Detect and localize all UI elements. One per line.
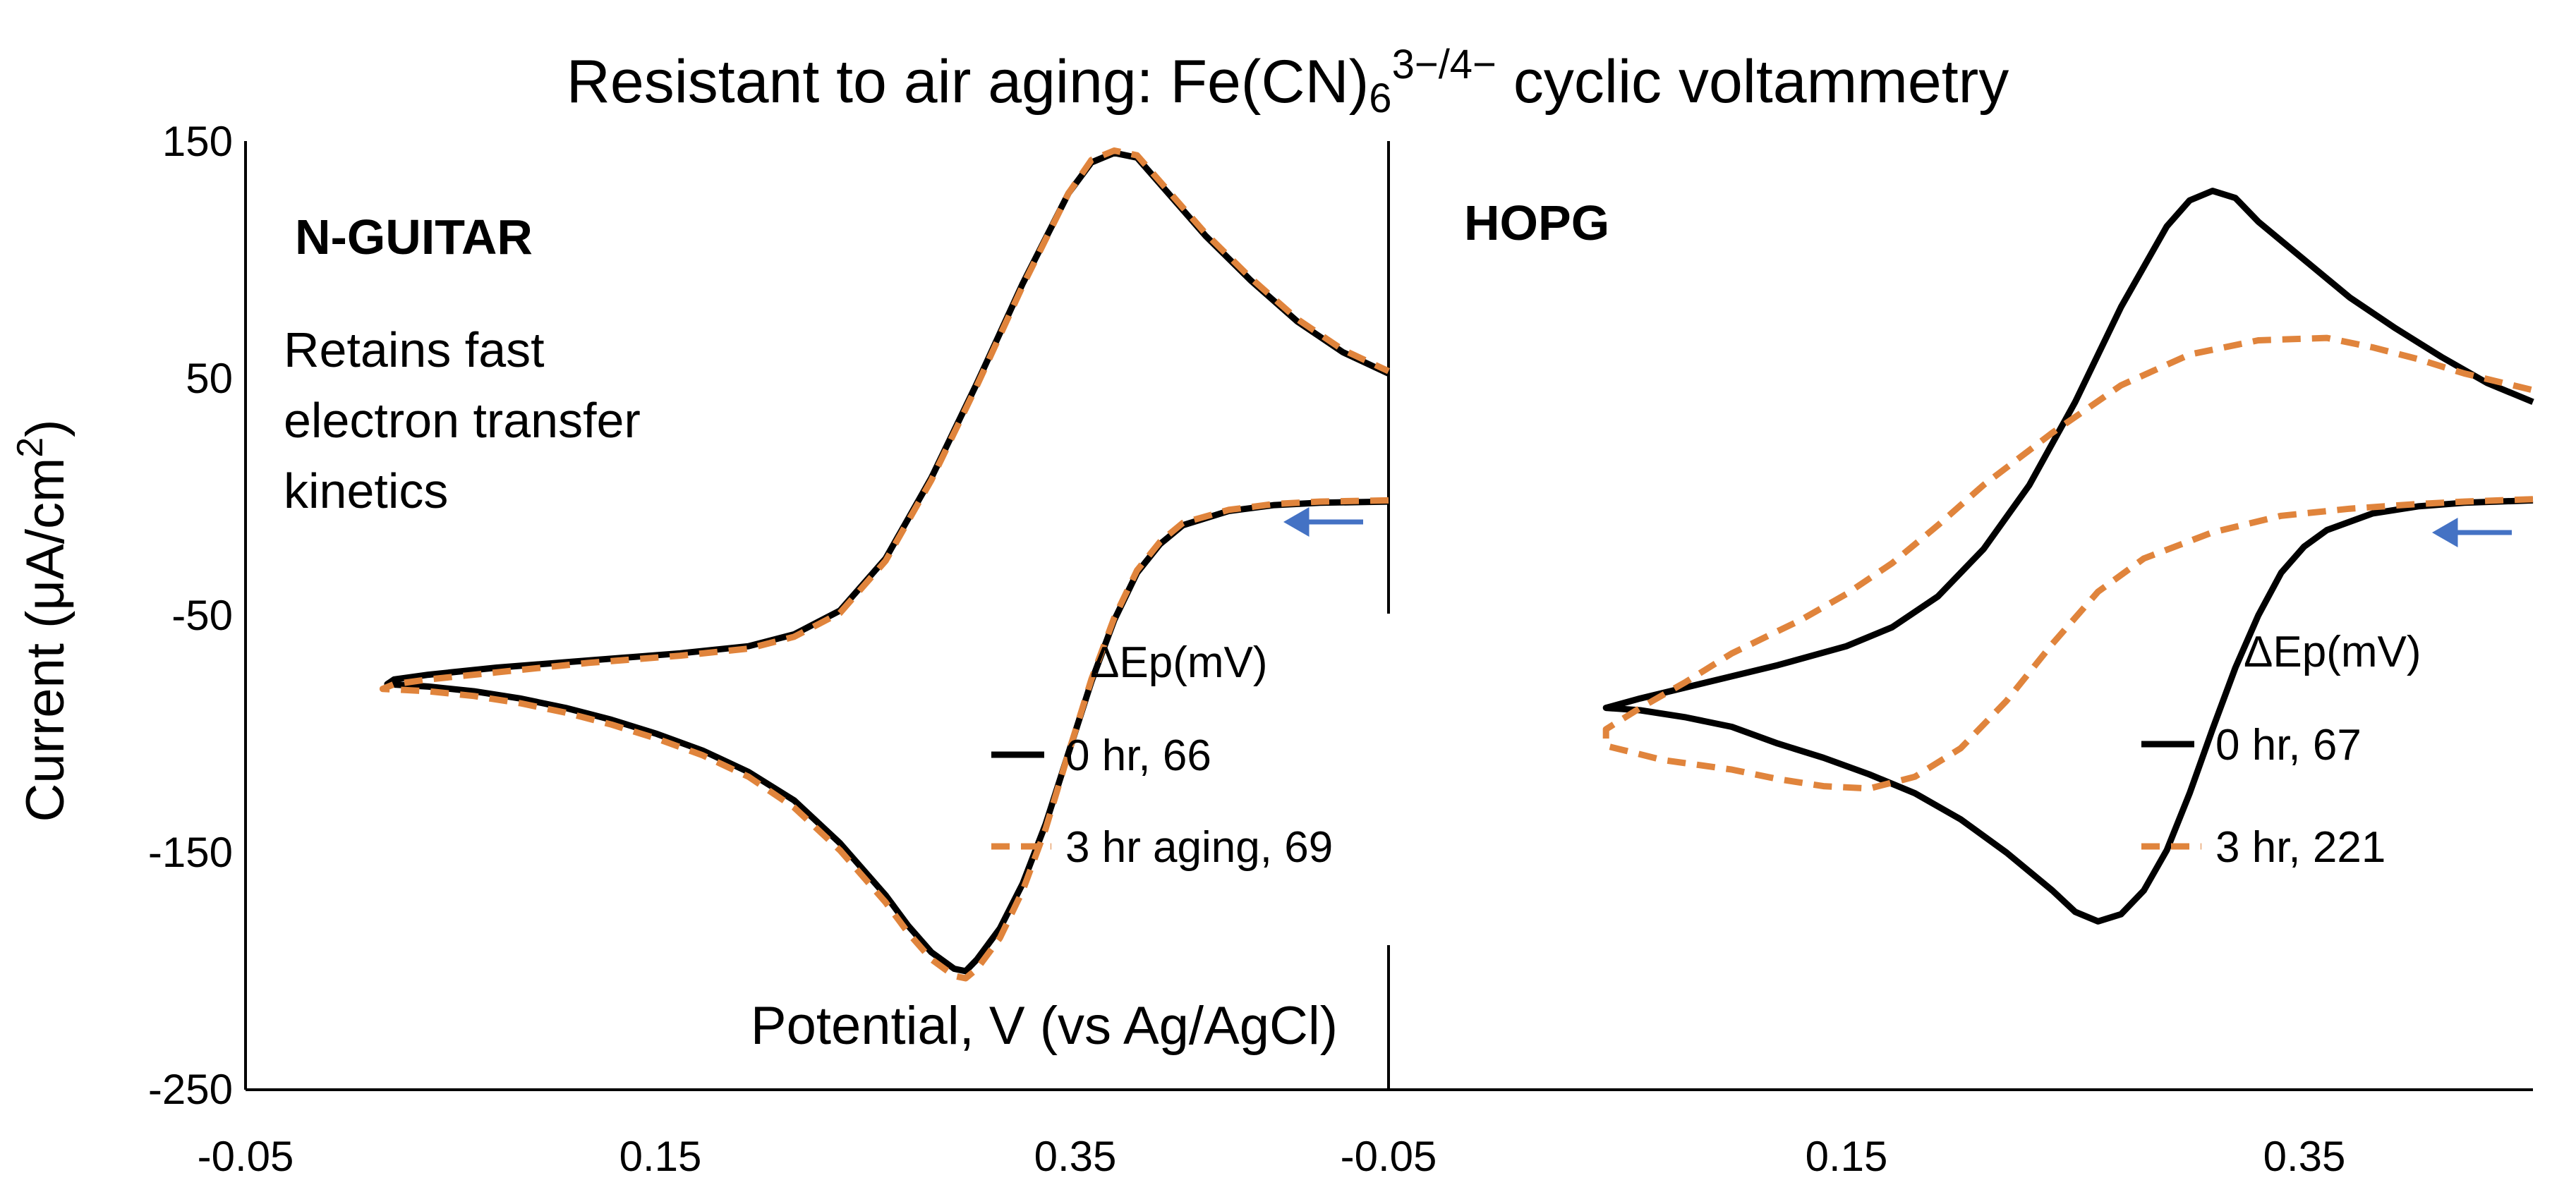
cv-curve-hopg-aged bbox=[1602, 334, 2534, 792]
cv-curve-n-guitar-aged bbox=[379, 147, 1390, 982]
y-tick-label: -250 bbox=[148, 1066, 233, 1113]
y-axis-label: Current (μA/cm2) bbox=[10, 420, 75, 822]
note-line: Retains fast bbox=[284, 322, 545, 377]
legend-title: ΔEp(mV) bbox=[2244, 628, 2421, 676]
note-line: electron transfer bbox=[284, 393, 641, 448]
legend-entry: 3 hr, 221 bbox=[2215, 823, 2385, 872]
panel-label-hopg: HOPG bbox=[1464, 195, 1609, 250]
x-ticks: -0.05 0.15 0.35 -0.05 0.15 0.35 bbox=[198, 1133, 2346, 1180]
y-ticks: 150 50 -50 -150 -250 bbox=[148, 118, 233, 1113]
x-axis-label: Potential, V (vs Ag/AgCl) bbox=[751, 996, 1338, 1056]
scan-direction-arrow bbox=[1283, 506, 1363, 537]
x-tick-label: 0.35 bbox=[2263, 1133, 2346, 1180]
x-tick-label: 0.15 bbox=[619, 1133, 702, 1180]
y-tick-label: -150 bbox=[148, 829, 233, 876]
x-tick-label: 0.15 bbox=[1806, 1133, 1888, 1180]
scan-direction-arrow bbox=[2431, 517, 2512, 548]
legend-entry: 0 hr, 67 bbox=[2215, 721, 2362, 770]
panel-label-n-guitar: N-GUITAR bbox=[295, 209, 533, 264]
x-tick-label: -0.05 bbox=[198, 1133, 294, 1180]
y-tick-label: -50 bbox=[171, 592, 233, 639]
cv-curve-hopg-fresh bbox=[1602, 188, 2534, 925]
x-tick-label: 0.35 bbox=[1034, 1133, 1117, 1180]
plot-area bbox=[379, 147, 2534, 982]
y-tick-label: 50 bbox=[186, 355, 233, 402]
legend-entry: 3 hr aging, 69 bbox=[1065, 823, 1333, 872]
note-line: kinetics bbox=[284, 463, 448, 518]
y-tick-label: 150 bbox=[162, 118, 233, 165]
chart-title: Resistant to air aging: Fe(CN)63−/4− cyc… bbox=[567, 42, 2009, 121]
legend-entry: 0 hr, 66 bbox=[1065, 731, 1211, 780]
legend-title: ΔEp(mV) bbox=[1090, 638, 1268, 687]
x-tick-label: -0.05 bbox=[1341, 1133, 1437, 1180]
